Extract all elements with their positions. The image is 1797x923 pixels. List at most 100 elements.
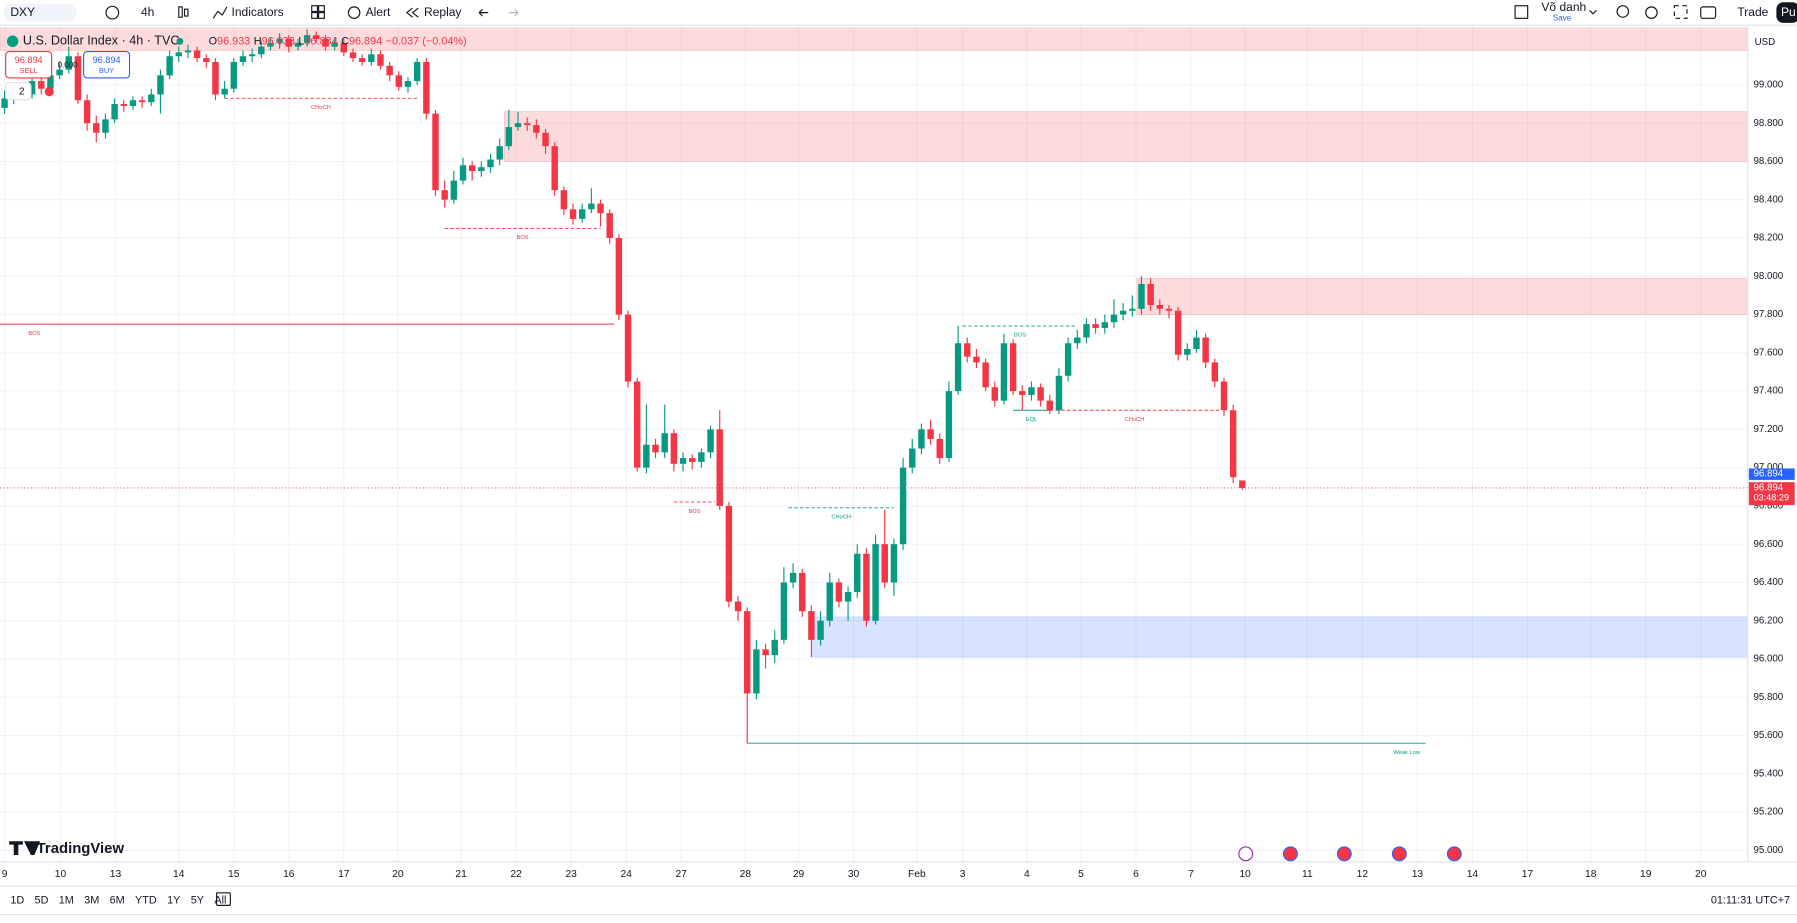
x-tick-label: 11 <box>1302 869 1313 880</box>
layout-menu[interactable] <box>1589 9 1597 15</box>
range-button[interactable]: YTD <box>135 895 157 907</box>
candle-body <box>661 433 668 453</box>
trade-button[interactable]: Trade <box>1737 5 1768 19</box>
range-button[interactable]: 6M <box>110 895 125 907</box>
y-tick-label: 98.800 <box>1753 118 1783 129</box>
sell-price[interactable]: 96.894 <box>15 55 43 65</box>
range-button[interactable]: 1D <box>10 895 24 907</box>
indicators-button[interactable]: Indicators <box>232 5 284 19</box>
indicators-icon <box>212 6 228 19</box>
interval[interactable]: 4h <box>141 5 154 19</box>
range-button[interactable]: 5D <box>35 895 49 907</box>
y-tick-label: 98.600 <box>1753 156 1783 167</box>
layout-checkbox[interactable] <box>1514 5 1529 19</box>
candle-body <box>1138 283 1145 309</box>
candle-body <box>826 582 833 621</box>
publish-bg[interactable] <box>1776 2 1797 23</box>
goto-date[interactable] <box>216 892 231 906</box>
x-tick-label: 27 <box>675 869 687 880</box>
x-tick-label: 20 <box>1695 869 1707 880</box>
publish-button[interactable]: Pu <box>1781 5 1796 19</box>
symbol[interactable]: DXY <box>10 5 35 19</box>
candle-body <box>973 356 980 363</box>
candle-body <box>1092 324 1099 328</box>
candle-body <box>505 127 513 147</box>
candle-body <box>28 81 36 95</box>
indicator-count[interactable]: 2 <box>19 86 25 97</box>
redo[interactable] <box>508 8 519 17</box>
range-button[interactable]: 1M <box>59 895 74 907</box>
structure-label: BOS <box>688 509 700 515</box>
event-icon[interactable] <box>1282 846 1298 862</box>
candle-body <box>294 42 302 47</box>
candle-body <box>184 50 192 53</box>
candle-body <box>331 42 338 47</box>
candle-body <box>120 104 127 106</box>
buy-label[interactable]: BUY <box>99 66 114 75</box>
indicators-toggle[interactable] <box>5 81 32 101</box>
event-icon[interactable] <box>1446 846 1462 862</box>
candle-body <box>1055 375 1063 411</box>
replay-button[interactable]: Replay <box>424 5 461 19</box>
candle-body <box>1129 308 1136 311</box>
chart-type[interactable] <box>178 6 183 18</box>
toolbar-bg <box>0 0 1797 26</box>
screenshot[interactable] <box>1700 6 1717 19</box>
symbol-box[interactable] <box>3 3 77 22</box>
range-button[interactable]: 5Y <box>191 895 205 907</box>
candle-body <box>377 54 384 66</box>
candle-body <box>258 46 265 55</box>
currency[interactable]: USD <box>1755 37 1776 48</box>
y-tick-label: 97.800 <box>1753 309 1783 320</box>
candle-body <box>166 56 173 76</box>
candle-body <box>450 180 458 200</box>
x-tick-label: 30 <box>848 869 860 880</box>
add-symbol[interactable] <box>105 5 120 20</box>
candle-body <box>872 544 879 621</box>
candle-body <box>74 56 82 101</box>
symbol-logo <box>6 35 19 47</box>
fullscreen[interactable] <box>1673 5 1688 19</box>
sell-button[interactable] <box>5 51 53 79</box>
sell-label[interactable]: SELL <box>20 66 38 75</box>
y-tick-label: 97.600 <box>1753 347 1783 358</box>
candle-body <box>679 458 687 464</box>
undo[interactable] <box>478 8 489 17</box>
event-icon[interactable] <box>1238 846 1254 862</box>
candle-body <box>148 94 155 103</box>
candle-body <box>1064 343 1072 376</box>
candle-body <box>175 52 182 57</box>
candle-body <box>111 104 118 120</box>
candle-body <box>496 146 503 160</box>
candle-body <box>569 209 577 219</box>
y-tick-label: 95.000 <box>1753 845 1783 856</box>
candle-body <box>1165 308 1173 311</box>
x-tick-label: 19 <box>1640 869 1652 880</box>
structure-label: Weak Low <box>1393 750 1420 756</box>
candle-body <box>909 448 916 468</box>
bid-price: 96.894 <box>1753 469 1783 480</box>
user-name[interactable]: Võ danh <box>1541 0 1586 14</box>
alert-button[interactable]: Alert <box>366 5 391 19</box>
templates[interactable] <box>311 5 319 13</box>
range-button[interactable]: 3M <box>84 895 99 907</box>
settings[interactable] <box>1645 6 1658 19</box>
candle-body <box>789 572 797 583</box>
buy-button[interactable] <box>83 51 131 79</box>
candle-body <box>1220 381 1228 411</box>
currency-box[interactable] <box>1751 32 1795 52</box>
candle-body <box>129 100 137 106</box>
event-icon[interactable] <box>1336 846 1352 862</box>
event-icon[interactable] <box>1391 846 1407 862</box>
countdown: 03:48:29 <box>1753 493 1789 503</box>
range-button[interactable]: All <box>214 895 226 907</box>
clock: 01:11:31 UTC+7 <box>1711 895 1790 907</box>
y-tick-label: 96.200 <box>1753 615 1783 626</box>
candle-body <box>744 611 751 694</box>
range-button[interactable]: 1Y <box>167 895 181 907</box>
candle-body <box>340 42 348 53</box>
buy-price[interactable]: 96.894 <box>93 55 121 65</box>
search[interactable] <box>1616 5 1630 18</box>
x-tick-label: 7 <box>1188 869 1194 880</box>
save-label[interactable]: Save <box>1553 13 1572 22</box>
